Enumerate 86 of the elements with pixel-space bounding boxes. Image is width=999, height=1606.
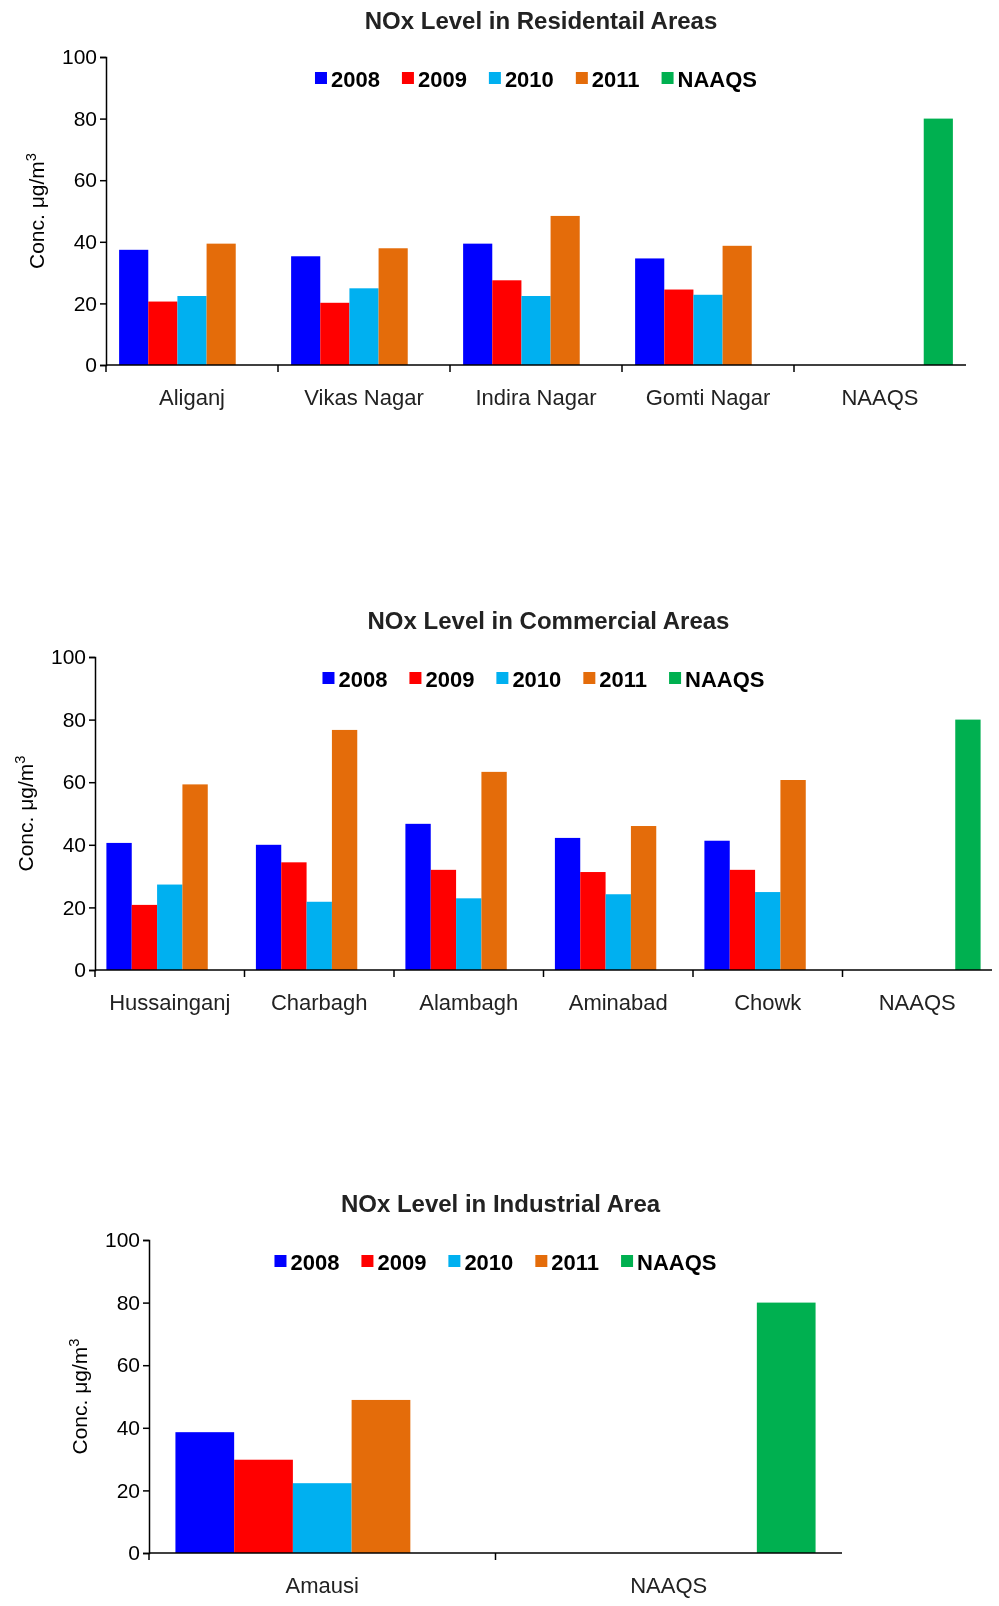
x-tick-label: Indira Nagar (475, 385, 597, 410)
y-tick-label: 60 (62, 770, 86, 794)
y-tick-label: 40 (116, 1416, 140, 1440)
bar (722, 245, 752, 365)
bar (430, 869, 457, 970)
bar (755, 892, 781, 970)
bar (255, 844, 282, 970)
x-tick-label: Chowk (734, 990, 803, 1015)
bar (206, 243, 236, 365)
y-tick-label: 20 (73, 291, 97, 315)
bar (349, 288, 379, 365)
x-tick-label: Amausi (285, 1573, 359, 1598)
y-tick-label: 80 (116, 1290, 140, 1314)
bar (463, 243, 493, 365)
bar (704, 840, 730, 970)
legend-label: 2008 (338, 666, 388, 692)
bar (119, 249, 149, 365)
legend-label: 2008 (330, 66, 380, 92)
y-tick-label: 80 (73, 106, 97, 130)
bar (605, 894, 631, 970)
y-tick-label: 0 (85, 353, 97, 377)
bar (550, 215, 580, 365)
bar (306, 901, 332, 970)
bar (281, 862, 307, 970)
legend-label: 2010 (512, 666, 562, 692)
legend-label: 2010 (464, 1249, 514, 1275)
bar (693, 294, 723, 365)
x-tick-label: Aliganj (158, 385, 226, 410)
bar (481, 771, 507, 970)
legend-label: 2009 (417, 66, 467, 92)
x-tick-label: Gomti Nagar (645, 385, 771, 410)
y-tick-label: 20 (62, 895, 86, 919)
bar (106, 842, 132, 970)
chart-title: NOx Level in Residentail Areas (364, 7, 718, 34)
y-tick-label: 100 (104, 1228, 140, 1252)
bar (635, 258, 665, 365)
bar (131, 904, 158, 970)
bar (331, 729, 358, 970)
y-tick-label: 40 (73, 230, 97, 254)
bar (780, 780, 806, 970)
legend-label: 2011 (599, 666, 648, 692)
y-tick-label: 60 (73, 168, 97, 192)
bar (291, 256, 321, 365)
y-tick-label: 100 (50, 645, 86, 669)
x-tick-label: Charbagh (270, 990, 368, 1015)
bar (182, 784, 208, 970)
legend-label: 2011 (551, 1249, 600, 1275)
x-tick-label: Hussainganj (109, 990, 231, 1015)
y-tick-label: 60 (116, 1353, 140, 1377)
legend-label: NAAQS (637, 1249, 717, 1275)
legend-label: 2009 (425, 666, 475, 692)
y-tick-label: 0 (74, 958, 86, 982)
y-tick-label: 100 (61, 45, 97, 69)
bar (729, 869, 756, 970)
legend-label: 2008 (290, 1249, 340, 1275)
bar (630, 826, 657, 970)
bar (378, 248, 408, 365)
chart-title: NOx Level in Industrial Area (340, 1190, 661, 1217)
bar (405, 823, 431, 970)
y-tick-label: 80 (62, 707, 86, 731)
bar (664, 289, 694, 365)
x-tick-label: NAAQS (841, 385, 919, 410)
legend-label: 2009 (377, 1249, 427, 1275)
y-tick-label: 0 (128, 1541, 140, 1565)
bar (955, 719, 981, 970)
bar (492, 280, 522, 365)
bar (554, 837, 581, 970)
x-tick-label: NAAQS (878, 990, 956, 1015)
bar (320, 302, 350, 365)
bar (521, 296, 551, 365)
chart-title: NOx Level in Commercial Areas (367, 607, 730, 634)
y-tick-label: 20 (116, 1478, 140, 1502)
bar (456, 898, 482, 970)
y-tick-label: 40 (62, 833, 86, 857)
legend-label: 2010 (504, 66, 554, 92)
bar (923, 118, 953, 365)
x-tick-label: Alambagh (419, 990, 519, 1015)
legend-label: NAAQS (685, 666, 765, 692)
legend-label: NAAQS (677, 66, 758, 92)
legend-label: 2011 (591, 66, 640, 92)
bar (177, 296, 207, 365)
x-tick-label: Vikas Nagar (304, 385, 424, 410)
x-tick-label: Aminabad (568, 990, 668, 1015)
bar (148, 301, 178, 365)
bar (580, 872, 606, 970)
bar (157, 884, 183, 970)
